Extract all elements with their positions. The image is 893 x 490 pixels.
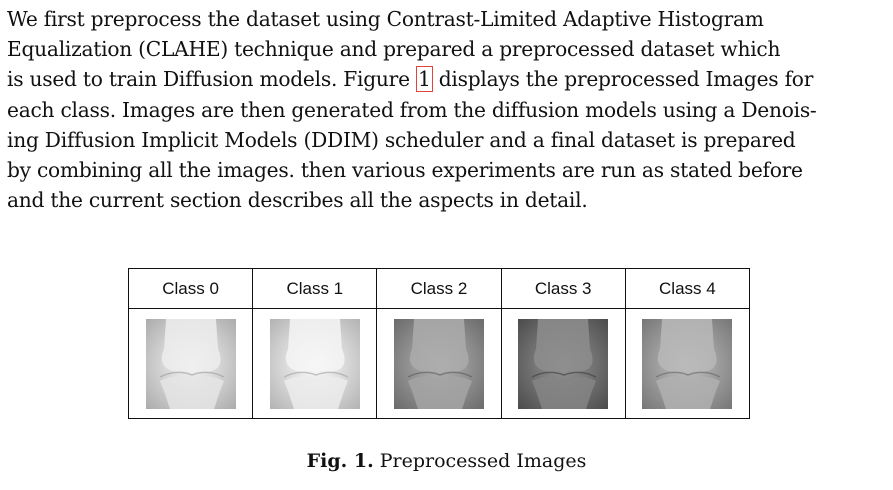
figure-caption-text: Preprocessed Images bbox=[373, 450, 587, 472]
knee-xray-icon bbox=[642, 318, 733, 409]
class-header: Class 1 bbox=[252, 268, 378, 309]
paragraph-line-text: is used to train Diffusion models. Figur… bbox=[7, 67, 416, 92]
paragraph-line: We first preprocess the dataset using Co… bbox=[7, 7, 764, 31]
figure-table: Class 0 Class 1 Class 2 Class 3 Class 4 bbox=[127, 268, 751, 419]
knee-xray-icon bbox=[145, 318, 236, 409]
paragraph-line: and the current section describes all th… bbox=[7, 188, 588, 213]
body-paragraph: We first preprocess the dataset using Co… bbox=[7, 4, 873, 215]
figure-caption: Fig. 1. Preprocessed Images bbox=[0, 450, 893, 472]
figure-caption-label: Fig. 1. bbox=[306, 450, 374, 472]
paragraph-line: by combining all the images. then variou… bbox=[7, 158, 803, 183]
class-header: Class 0 bbox=[127, 268, 254, 309]
paragraph-line: is used to train Diffusion models. Figur… bbox=[7, 64, 873, 94]
class-header: Class 2 bbox=[376, 268, 502, 309]
figure-reference-link[interactable]: 1 bbox=[415, 66, 433, 93]
paragraph-line-text: displays the preprocessed Images for bbox=[432, 67, 814, 92]
paragraph-line: Equalization (CLAHE) technique and prepa… bbox=[7, 37, 781, 62]
class-image-cell bbox=[252, 308, 378, 419]
knee-xray-icon bbox=[269, 318, 360, 409]
class-image-cell bbox=[500, 308, 626, 419]
paragraph-line: each class. Images are then generated fr… bbox=[7, 97, 817, 122]
paragraph-line: ing Diffusion Implicit Models (DDIM) sch… bbox=[7, 127, 796, 152]
knee-xray-icon bbox=[393, 318, 484, 409]
class-image-cell bbox=[376, 308, 502, 419]
class-header: Class 3 bbox=[500, 268, 626, 309]
figure-header-row: Class 0 Class 1 Class 2 Class 3 Class 4 bbox=[127, 268, 751, 309]
figure-image-row bbox=[127, 308, 751, 419]
class-header: Class 4 bbox=[624, 268, 751, 309]
class-image-cell bbox=[127, 308, 254, 419]
class-image-cell bbox=[624, 308, 751, 419]
knee-xray-icon bbox=[518, 318, 609, 409]
